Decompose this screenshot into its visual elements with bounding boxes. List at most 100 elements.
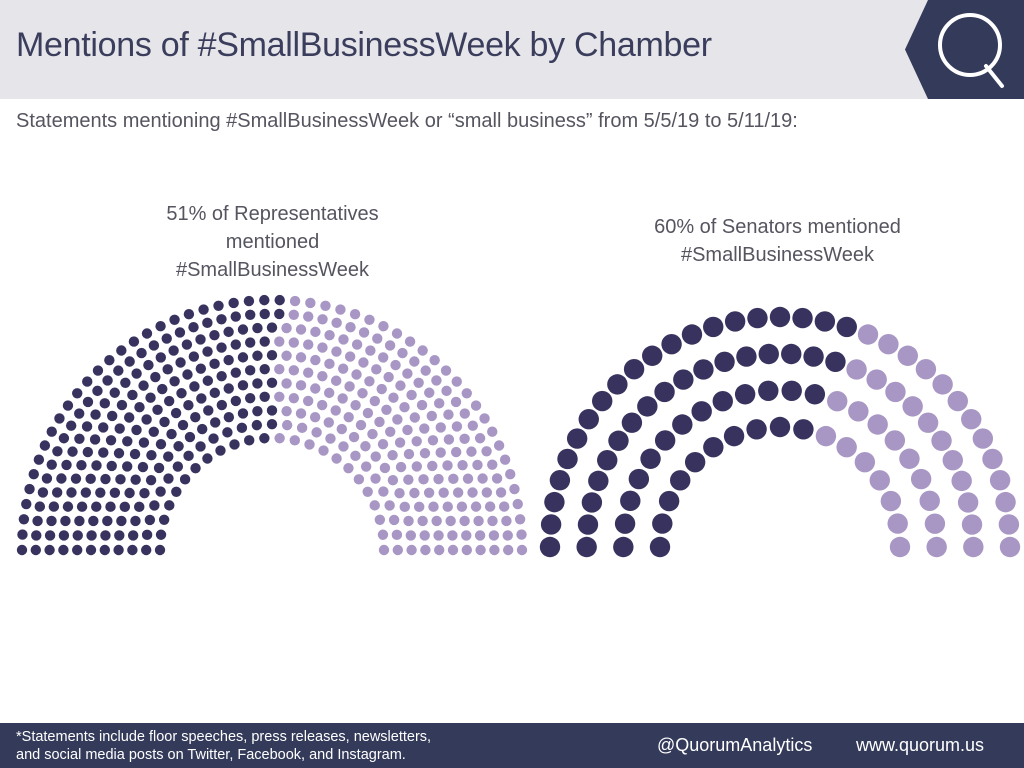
seat-dot-not-mentioned bbox=[470, 400, 482, 411]
seat-dot-mentioned bbox=[85, 473, 96, 485]
seat-dot-mentioned bbox=[115, 474, 126, 485]
seat-dot-not-mentioned bbox=[426, 410, 437, 422]
seat-dot-not-mentioned bbox=[406, 389, 417, 401]
seat-dot-mentioned bbox=[236, 422, 248, 434]
seat-dot-not-mentioned bbox=[378, 352, 389, 363]
seat-dot-mentioned bbox=[223, 412, 235, 423]
seat-dot-mentioned bbox=[85, 544, 97, 556]
seat-dot-not-mentioned bbox=[420, 365, 431, 376]
seat-dot-not-mentioned bbox=[324, 329, 335, 341]
senate-caption-line1: 60% of Senators mentioned bbox=[654, 216, 901, 238]
seat-dot-not-mentioned bbox=[381, 404, 392, 415]
seat-dot-mentioned bbox=[122, 436, 133, 447]
seat-dot-not-mentioned bbox=[487, 426, 498, 437]
seat-dot-not-mentioned bbox=[295, 380, 307, 391]
seat-dot-not-mentioned bbox=[281, 405, 292, 417]
twitter-handle-link[interactable]: @QuorumAnalytics bbox=[657, 735, 813, 755]
seat-dot-mentioned bbox=[274, 294, 285, 306]
seat-dot-not-mentioned bbox=[370, 451, 381, 462]
seat-dot-mentioned bbox=[202, 375, 214, 386]
seat-dot-mentioned bbox=[189, 381, 200, 392]
seat-dot-not-mentioned bbox=[376, 383, 387, 395]
seat-dot-not-mentioned bbox=[472, 459, 483, 471]
seat-dot-mentioned bbox=[172, 461, 184, 472]
seat-dot-mentioned bbox=[608, 430, 629, 451]
seat-dot-mentioned bbox=[209, 329, 220, 341]
seat-dot-mentioned bbox=[120, 377, 131, 388]
seat-dot-mentioned bbox=[88, 515, 99, 527]
seat-dot-mentioned bbox=[223, 354, 234, 366]
seat-dot-not-mentioned bbox=[274, 433, 285, 444]
seat-dot-mentioned bbox=[146, 449, 157, 461]
seat-dot-mentioned bbox=[703, 316, 724, 338]
seat-dot-not-mentioned bbox=[848, 401, 869, 422]
seat-dot-mentioned bbox=[230, 367, 241, 378]
footer-bar: *Statements include floor speeches, pres… bbox=[0, 723, 1024, 768]
website-link[interactable]: www.quorum.us bbox=[856, 735, 985, 755]
house-caption-line2: mentioned bbox=[225, 231, 320, 253]
seat-dot-mentioned bbox=[592, 390, 613, 412]
seat-dot-mentioned bbox=[124, 412, 135, 423]
seat-dot-mentioned bbox=[100, 473, 111, 485]
seat-dot-not-mentioned bbox=[487, 515, 498, 527]
seat-dot-mentioned bbox=[166, 428, 177, 440]
seat-dot-not-mentioned bbox=[450, 446, 462, 458]
seat-dot-mentioned bbox=[153, 462, 165, 474]
seat-dot-mentioned bbox=[95, 487, 106, 498]
seat-dot-mentioned bbox=[209, 387, 221, 399]
seat-dot-not-mentioned bbox=[371, 364, 382, 375]
seat-dot-mentioned bbox=[804, 384, 826, 405]
seat-dot-mentioned bbox=[230, 311, 241, 322]
seat-dot-mentioned bbox=[252, 405, 263, 417]
seat-dot-mentioned bbox=[216, 399, 228, 411]
seat-dot-mentioned bbox=[252, 378, 263, 389]
seat-dot-mentioned bbox=[159, 416, 170, 428]
seat-dot-not-mentioned bbox=[452, 487, 464, 498]
seat-dot-mentioned bbox=[557, 448, 578, 470]
seat-dot-not-mentioned bbox=[887, 513, 908, 534]
seat-dot-not-mentioned bbox=[951, 470, 972, 492]
seat-dot-not-mentioned bbox=[998, 514, 1020, 535]
seat-dot-mentioned bbox=[693, 359, 714, 380]
seat-dot-mentioned bbox=[642, 345, 663, 366]
seat-dot-mentioned bbox=[163, 451, 174, 462]
seat-dot-not-mentioned bbox=[360, 441, 371, 452]
seat-dot-mentioned bbox=[162, 364, 173, 375]
seat-dot-mentioned bbox=[684, 451, 706, 473]
seat-dot-mentioned bbox=[216, 314, 227, 325]
seat-dot-mentioned bbox=[106, 460, 117, 472]
seat-dot-not-mentioned bbox=[441, 385, 452, 397]
seat-dot-not-mentioned bbox=[388, 514, 400, 526]
seat-dot-mentioned bbox=[734, 384, 756, 405]
seat-dot-not-mentioned bbox=[338, 441, 349, 452]
seat-dot-mentioned bbox=[56, 473, 67, 484]
seat-dot-not-mentioned bbox=[866, 369, 887, 390]
seat-dot-mentioned bbox=[259, 308, 270, 320]
seat-dot-mentioned bbox=[155, 352, 166, 363]
seat-dot-not-mentioned bbox=[387, 449, 398, 461]
house-hemicycle bbox=[16, 294, 528, 556]
seat-dot-not-mentioned bbox=[303, 339, 314, 350]
seat-dot-not-mentioned bbox=[413, 501, 425, 512]
seat-dot-not-mentioned bbox=[961, 409, 982, 430]
seat-dot-not-mentioned bbox=[961, 514, 983, 535]
seat-dot-not-mentioned bbox=[419, 448, 431, 459]
seat-dot-mentioned bbox=[792, 307, 813, 329]
seat-dot-not-mentioned bbox=[323, 417, 334, 428]
seat-dot-not-mentioned bbox=[409, 487, 420, 499]
seat-dot-mentioned bbox=[141, 529, 153, 541]
seat-dot-not-mentioned bbox=[317, 342, 328, 353]
seat-dot-not-mentioned bbox=[387, 475, 399, 486]
seat-dot-mentioned bbox=[51, 487, 63, 498]
seat-dot-mentioned bbox=[259, 391, 270, 402]
seat-dot-not-mentioned bbox=[488, 530, 500, 541]
seat-dot-mentioned bbox=[82, 446, 94, 458]
seat-dot-mentioned bbox=[155, 438, 167, 450]
seat-dot-mentioned bbox=[98, 447, 109, 458]
seat-dot-not-mentioned bbox=[337, 393, 348, 404]
seat-dot-mentioned bbox=[188, 322, 199, 333]
seat-dot-not-mentioned bbox=[447, 544, 459, 556]
seat-dot-mentioned bbox=[188, 351, 200, 362]
seat-dot-mentioned bbox=[607, 374, 628, 395]
seat-dot-mentioned bbox=[259, 363, 270, 375]
